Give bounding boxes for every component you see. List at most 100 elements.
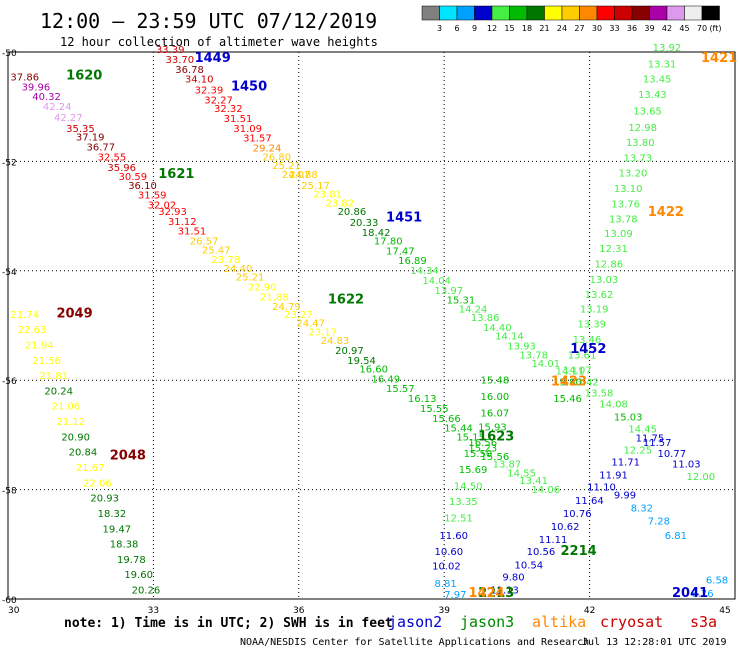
wave-height-point: 9.80 bbox=[502, 572, 524, 583]
wave-height-point: 11.75 bbox=[636, 433, 665, 444]
wave-height-point: 11.57 bbox=[643, 438, 672, 449]
wave-height-point: 13.86 bbox=[471, 313, 500, 324]
wave-height-point: 24.40 bbox=[224, 264, 253, 275]
colorbar-swatch bbox=[561, 5, 580, 21]
wave-height-point: 20.86 bbox=[338, 207, 367, 218]
wave-height-point: 33.70 bbox=[166, 55, 195, 66]
wave-height-point: 19.54 bbox=[347, 356, 376, 367]
wave-height-point: 31.57 bbox=[243, 134, 272, 145]
footer-note: note: 1) Time is in UTC; 2) SWH is in fe… bbox=[64, 616, 393, 631]
wave-height-point: 15.46 bbox=[553, 394, 582, 405]
wave-height-point: 13.35 bbox=[449, 497, 478, 508]
wave-height-point: 13.97 bbox=[435, 286, 464, 297]
wave-height-point: 13.87 bbox=[493, 460, 522, 471]
wave-height-point: 13.65 bbox=[633, 106, 662, 117]
colorbar-label: 30 bbox=[592, 24, 602, 33]
track-label: 2214 bbox=[561, 544, 597, 559]
wave-height-point: 6.58 bbox=[706, 576, 728, 587]
wave-height-point: 7.97 bbox=[444, 590, 466, 601]
wave-height-point: 16.49 bbox=[372, 374, 401, 385]
wave-height-point: 14.11 bbox=[556, 367, 585, 378]
wave-height-point: 23.82 bbox=[325, 198, 354, 209]
track-label: 1423 bbox=[551, 375, 587, 390]
colorbar-label: 70 bbox=[697, 24, 707, 33]
wave-height-point: 16.13 bbox=[408, 394, 437, 405]
wave-height-point: 7.28 bbox=[648, 517, 670, 528]
wave-height-point: 21.06 bbox=[52, 402, 81, 413]
wave-height-point: 14.06 bbox=[531, 485, 560, 496]
wave-height-point: 15.15 bbox=[456, 432, 485, 443]
wave-height-point: 10.60 bbox=[435, 547, 464, 558]
colorbar-swatch bbox=[579, 5, 598, 21]
wave-height-point: 22.63 bbox=[18, 325, 47, 336]
wave-height-point: 32.02 bbox=[148, 200, 177, 211]
plot-area: 30 33 36 39 42 45 -50 -52 -54 -56 -58 -60 37.8639.9… bbox=[2, 43, 737, 616]
wave-height-point: 20.26 bbox=[132, 586, 161, 597]
wave-height-point: 19.47 bbox=[103, 524, 132, 535]
track-label: 1621 bbox=[158, 167, 194, 182]
wave-height-point: 13.39 bbox=[577, 320, 606, 331]
wave-height-point: 34.10 bbox=[185, 75, 214, 86]
wave-height-point: 29.24 bbox=[253, 144, 282, 155]
wave-height-point: 14.40 bbox=[483, 323, 512, 334]
track-label: 2048 bbox=[110, 449, 146, 464]
wave-height-point: 15.03 bbox=[614, 413, 643, 424]
wave-height-point: 16.07 bbox=[481, 408, 510, 419]
wave-height-point: 17.47 bbox=[386, 246, 415, 257]
wave-height-point: 12.31 bbox=[599, 244, 628, 255]
wave-height-point: 16.89 bbox=[398, 256, 427, 267]
satellite-legend-item: s3a bbox=[690, 613, 717, 631]
wave-height-point: 16.60 bbox=[359, 365, 388, 376]
wave-height-point: 33.39 bbox=[156, 45, 185, 56]
wave-height-point: 20.97 bbox=[335, 346, 364, 357]
wave-height-point: 12.98 bbox=[628, 123, 657, 134]
wave-height-point: 13.80 bbox=[626, 138, 655, 149]
track-points: 37.8639.9640.3242.2442.2735.3537.1936.77… bbox=[10, 43, 728, 601]
wave-height-point: 24.83 bbox=[321, 336, 350, 347]
wave-height-point: 14.45 bbox=[628, 425, 657, 436]
wave-height-point: 14.08 bbox=[599, 400, 628, 411]
wave-height-point: 26.57 bbox=[190, 237, 219, 248]
wave-height-point: 15.80 bbox=[553, 378, 582, 389]
wave-height-point: 32.27 bbox=[204, 95, 233, 106]
x-tick-label: 42 bbox=[584, 606, 595, 616]
wave-height-point: 13.62 bbox=[585, 290, 614, 301]
colorbar-label: 27 bbox=[574, 24, 584, 33]
wave-height-point: 13.46 bbox=[573, 335, 602, 346]
wave-height-point: 11.71 bbox=[611, 458, 640, 469]
wave-height-point: 23.17 bbox=[308, 327, 337, 338]
wave-height-point: 32.39 bbox=[195, 86, 224, 97]
wave-height-point: 13.31 bbox=[648, 59, 677, 70]
wave-height-point: 16.00 bbox=[481, 392, 510, 403]
wave-height-point: 18.32 bbox=[98, 509, 127, 520]
x-tick-label: 36 bbox=[293, 606, 305, 616]
wave-height-point: 11.91 bbox=[599, 471, 628, 482]
colorbar-swatch bbox=[439, 5, 458, 21]
wave-height-point: 11.03 bbox=[672, 460, 701, 471]
wave-height-point: 20.90 bbox=[61, 432, 90, 443]
wave-height-point: 25.17 bbox=[301, 181, 330, 192]
wave-height-point: 32.55 bbox=[98, 152, 127, 163]
wave-height-point: 13.20 bbox=[619, 169, 648, 180]
wave-height-point: 17.80 bbox=[374, 237, 403, 248]
satellite-legend-item: jason2 bbox=[388, 613, 442, 631]
wave-height-point: 13.93 bbox=[507, 342, 536, 353]
chart-subtitle: 12 hour collection of altimeter wave hei… bbox=[60, 35, 378, 49]
wave-height-point: 40.32 bbox=[32, 92, 61, 103]
wave-height-point: 11.10 bbox=[587, 483, 616, 494]
wave-height-point: 19.60 bbox=[124, 570, 153, 581]
wave-height-point: 13.61 bbox=[568, 350, 597, 361]
wave-height-point: 15.44 bbox=[444, 424, 473, 435]
wave-height-point: 13.19 bbox=[580, 304, 609, 315]
wave-height-point: 31.59 bbox=[138, 191, 167, 202]
track-label: 1424 bbox=[468, 586, 504, 601]
wave-height-point: 24.88 bbox=[289, 170, 318, 181]
wave-height-point: 13.43 bbox=[638, 90, 667, 101]
wave-height-point: 10.02 bbox=[432, 561, 461, 572]
wave-height-point: 32.32 bbox=[214, 104, 243, 115]
wave-height-point: 21.67 bbox=[76, 463, 105, 474]
wave-height-point: 14.07 bbox=[563, 366, 592, 377]
x-tick-label: 45 bbox=[719, 606, 730, 616]
wave-height-point: 10.62 bbox=[551, 522, 580, 533]
wave-height-point: 20.33 bbox=[350, 218, 379, 229]
